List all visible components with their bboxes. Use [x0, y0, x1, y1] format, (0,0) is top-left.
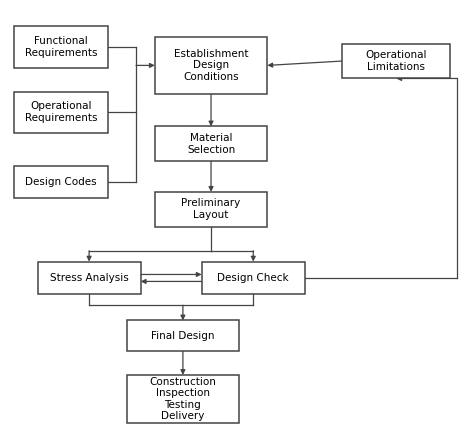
FancyBboxPatch shape — [202, 262, 305, 294]
Text: Design Check: Design Check — [218, 273, 289, 283]
Text: Final Design: Final Design — [151, 331, 215, 341]
FancyBboxPatch shape — [127, 320, 239, 351]
FancyBboxPatch shape — [342, 44, 450, 78]
Text: Preliminary
Layout: Preliminary Layout — [182, 198, 241, 220]
Text: Material
Selection: Material Selection — [187, 133, 235, 155]
FancyBboxPatch shape — [155, 192, 267, 227]
Text: Establishment
Design
Conditions: Establishment Design Conditions — [174, 49, 248, 82]
Text: Functional
Requirements: Functional Requirements — [25, 36, 97, 58]
FancyBboxPatch shape — [38, 262, 141, 294]
FancyBboxPatch shape — [14, 92, 108, 133]
FancyBboxPatch shape — [155, 126, 267, 161]
Text: Design Codes: Design Codes — [25, 177, 97, 187]
Text: Construction
Inspection
Testing
Delivery: Construction Inspection Testing Delivery — [150, 377, 216, 421]
Text: Operational
Limitations: Operational Limitations — [365, 50, 427, 72]
FancyBboxPatch shape — [14, 166, 108, 198]
Text: Stress Analysis: Stress Analysis — [50, 273, 129, 283]
Text: Operational
Requirements: Operational Requirements — [25, 102, 97, 123]
FancyBboxPatch shape — [14, 26, 108, 68]
FancyBboxPatch shape — [127, 375, 239, 423]
FancyBboxPatch shape — [155, 37, 267, 94]
